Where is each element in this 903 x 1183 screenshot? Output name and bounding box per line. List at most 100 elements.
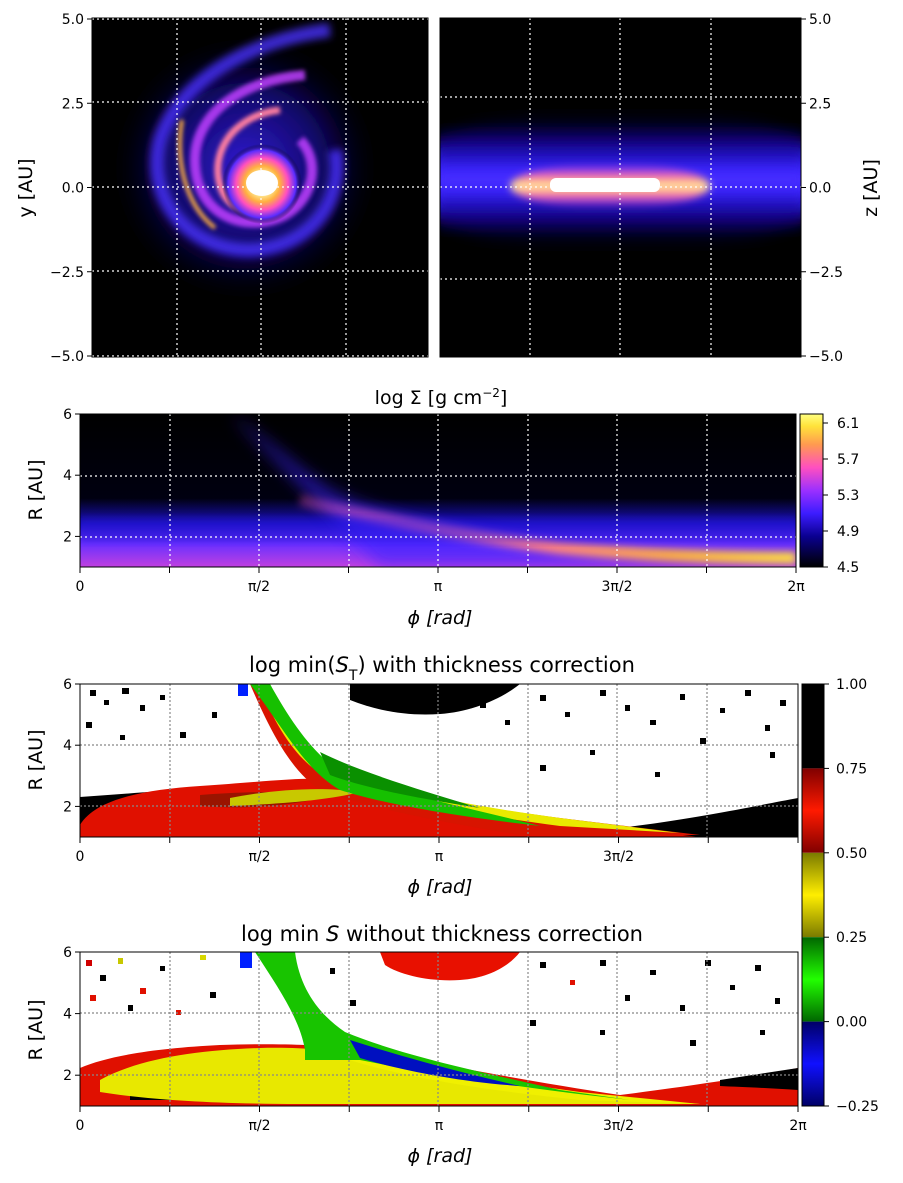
x-tick-label: 3π/2 bbox=[602, 579, 633, 595]
colorbar-tick-label: 4.9 bbox=[837, 524, 859, 540]
colorbar-tick-label: −0.25 bbox=[836, 1099, 879, 1115]
face-on-ylabel: y [AU] bbox=[15, 158, 37, 217]
y-tick-label: −2.5 bbox=[50, 265, 84, 281]
colorbar-tick-label: 0.50 bbox=[836, 846, 867, 862]
panel-polar-density: log Σ [g cm−2] 0 π/2 π 3π/2 2π 6 4 2 6.1 5.7 5.3… bbox=[25, 386, 859, 629]
y-tick-label: 6 bbox=[63, 677, 72, 693]
stability-with-ylabel: R [AU] bbox=[25, 730, 47, 791]
polar-density-grid bbox=[80, 414, 796, 567]
stability-with-title: log min(ST) with thickness correction bbox=[249, 653, 635, 684]
y-tick-label: 2.5 bbox=[809, 96, 831, 112]
stability-without-y-ticks: 6 4 2 bbox=[63, 945, 80, 1084]
spiral-mid-arm bbox=[189, 70, 317, 228]
polar-density-title: log Σ [g cm−2] bbox=[375, 386, 508, 409]
spiral-core-white bbox=[246, 170, 278, 196]
without-blue-core bbox=[350, 1040, 520, 1086]
with-red-arm bbox=[250, 684, 700, 835]
with-blue-spot bbox=[238, 684, 248, 696]
x-tick-label: 2π bbox=[789, 1118, 807, 1134]
panel-face-on: 5.0 2.5 0.0 −2.5 −5.0 y [AU] bbox=[15, 12, 429, 365]
x-tick-label: π/2 bbox=[248, 1118, 270, 1134]
edge-on-y-ticks: 5.0 2.5 0.0 −2.5 −5.0 bbox=[801, 12, 843, 365]
polar-density-ylabel: R [AU] bbox=[25, 460, 47, 521]
y-tick-label: 2 bbox=[63, 529, 72, 545]
y-tick-label: 6 bbox=[63, 945, 72, 961]
panel-stability-with: log min(ST) with thickness correction bbox=[25, 653, 799, 898]
colorbar-band bbox=[802, 852, 824, 938]
y-tick-label: 2 bbox=[63, 799, 72, 815]
colorbar-tick-label: 5.3 bbox=[837, 488, 859, 504]
density-colorbar-ticks: 6.1 5.7 5.3 4.9 4.5 bbox=[823, 416, 859, 576]
stability-with-grid bbox=[80, 684, 798, 837]
colorbar-band bbox=[802, 768, 824, 853]
stability-without-ylabel: R [AU] bbox=[25, 1000, 47, 1061]
polar-density-xlabel: ϕ [rad] bbox=[408, 607, 473, 629]
with-green-arm bbox=[250, 684, 540, 826]
y-tick-label: 4 bbox=[63, 738, 72, 754]
y-tick-label: 2 bbox=[63, 1068, 72, 1084]
y-tick-label: 5.0 bbox=[62, 12, 84, 28]
without-black-bottom bbox=[720, 1068, 798, 1090]
stability-without-grid bbox=[80, 952, 798, 1106]
colorbar-tick-label: 0.75 bbox=[836, 761, 867, 777]
x-tick-label: 0 bbox=[76, 579, 85, 595]
x-tick-label: π bbox=[435, 1118, 444, 1134]
colorbar-tick-label: 1.00 bbox=[836, 677, 867, 693]
stability-without-xlabel: ϕ [rad] bbox=[408, 1145, 473, 1167]
colorbar-band bbox=[802, 937, 824, 1022]
panel-edge-on-grid bbox=[440, 18, 801, 357]
without-yellow-arm bbox=[265, 952, 700, 1104]
y-tick-label: −5.0 bbox=[50, 349, 84, 365]
edge-core bbox=[550, 178, 660, 192]
stability-without-title: log min S without thickness correction bbox=[241, 922, 643, 946]
with-speckles bbox=[86, 688, 786, 777]
stability-colorbar bbox=[801, 683, 825, 1107]
y-tick-label: −5.0 bbox=[809, 349, 843, 365]
polar-density-x-ticks: 0 π/2 π 3π/2 2π bbox=[76, 567, 805, 595]
x-tick-label: π bbox=[434, 579, 443, 595]
y-tick-label: 4 bbox=[63, 468, 72, 484]
colorbar-band bbox=[802, 1021, 824, 1106]
stability-colorbar-ticks: 1.00 0.75 0.50 0.25 0.00 −0.25 bbox=[824, 677, 879, 1115]
colorbar-band bbox=[802, 684, 824, 769]
y-tick-label: −2.5 bbox=[809, 265, 843, 281]
y-tick-label: 0.0 bbox=[62, 181, 84, 197]
colorbar-frame bbox=[801, 683, 825, 1107]
edge-on-ylabel: z [AU] bbox=[860, 159, 882, 217]
without-red-top bbox=[380, 952, 520, 981]
y-tick-label: 0.0 bbox=[809, 181, 831, 197]
x-tick-label: 0 bbox=[76, 1118, 85, 1134]
without-blue-spot bbox=[240, 952, 252, 968]
y-tick-label: 5.0 bbox=[809, 12, 831, 28]
x-tick-label: π bbox=[435, 849, 444, 865]
colorbar-tick-label: 4.5 bbox=[837, 560, 859, 576]
with-green-inner bbox=[320, 752, 480, 808]
colorbar-tick-label: 6.1 bbox=[837, 416, 859, 432]
spiral-tail bbox=[177, 119, 217, 230]
x-tick-label: 0 bbox=[76, 849, 85, 865]
colorbar-tick-label: 5.7 bbox=[837, 452, 859, 468]
panel-face-on-grid bbox=[92, 18, 428, 357]
face-on-y-ticks: 5.0 2.5 0.0 −2.5 −5.0 bbox=[50, 12, 92, 365]
spiral-outer-arm bbox=[150, 23, 344, 258]
stability-without-x-ticks: 0 π/2 π 3π/2 2π bbox=[76, 1106, 807, 1134]
with-yellow-lobe bbox=[230, 789, 360, 806]
without-speckles bbox=[86, 955, 780, 1046]
y-tick-label: 4 bbox=[63, 1007, 72, 1023]
y-tick-label: 6 bbox=[63, 407, 72, 423]
x-tick-label: 3π/2 bbox=[603, 849, 634, 865]
panel-edge-on: 5.0 2.5 0.0 −2.5 −5.0 z [AU] bbox=[439, 12, 882, 365]
polar-density-y-ticks: 6 4 2 bbox=[63, 407, 80, 545]
x-tick-label: 3π/2 bbox=[603, 1118, 634, 1134]
y-tick-label: 2.5 bbox=[62, 96, 84, 112]
x-tick-label: π/2 bbox=[248, 579, 270, 595]
colorbar-tick-label: 0.25 bbox=[836, 930, 867, 946]
colorbar-tick-label: 0.00 bbox=[836, 1015, 867, 1031]
x-tick-label: 2π bbox=[787, 579, 805, 595]
x-tick-label: π/2 bbox=[248, 849, 270, 865]
stability-with-x-ticks: 0 π/2 π 3π/2 bbox=[76, 837, 799, 865]
density-colorbar bbox=[799, 413, 824, 568]
panel-stability-without: log min S without thickness correction bbox=[25, 922, 807, 1167]
with-black-top bbox=[350, 684, 520, 715]
